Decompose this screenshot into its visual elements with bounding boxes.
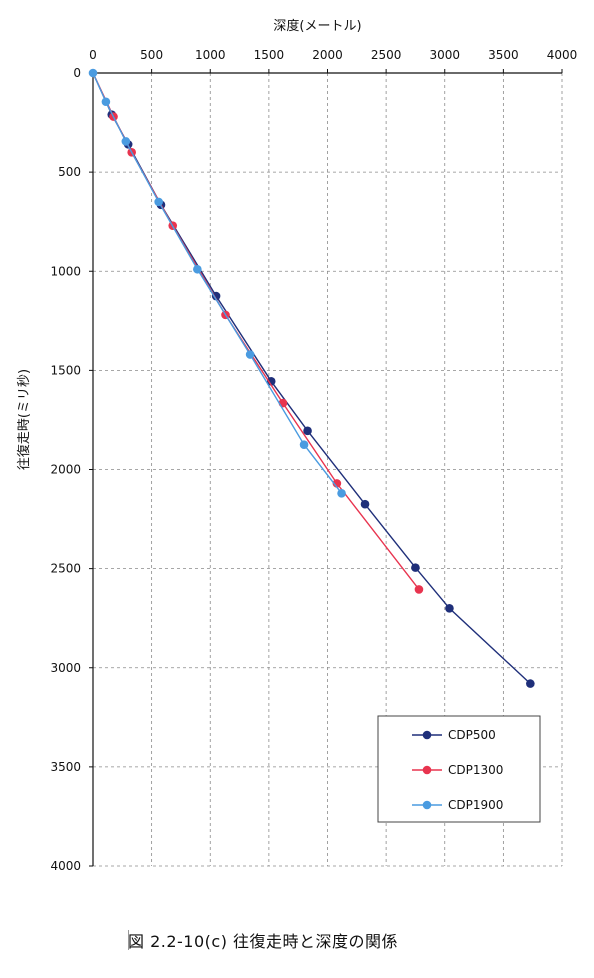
legend: CDP500 CDP1300 CDP1900 [377, 715, 541, 823]
data-point [360, 499, 370, 509]
y-tick-label: 500 [58, 165, 81, 179]
caption-divider [128, 930, 129, 950]
data-point [526, 679, 535, 688]
x-tick-label: 2000 [312, 48, 343, 62]
y-tick-label: 3500 [50, 760, 81, 774]
data-point [121, 137, 131, 146]
series-cdp1900 [88, 68, 346, 498]
y-tick-label: 1000 [50, 264, 81, 278]
data-point [414, 585, 424, 594]
chart: 0 500 1000 1500 2000 2500 3000 3500 4000 0 500 1000… [16, 18, 577, 873]
x-tick-label: 0 [89, 48, 97, 62]
x-tick-label: 3500 [488, 48, 519, 62]
series-line [92, 72, 531, 685]
y-tick-label: 3000 [50, 661, 81, 675]
legend-marker [422, 800, 432, 810]
y-axis-title: 往復走時(ミリ秒) [16, 369, 32, 470]
legend-marker [422, 765, 432, 775]
data-point [445, 603, 454, 613]
legend-marker [422, 730, 432, 740]
legend-label: CDP500 [448, 728, 496, 742]
data-point [88, 68, 98, 78]
series-layer [88, 68, 535, 688]
data-point [299, 440, 309, 450]
series-line [92, 72, 343, 494]
data-point [101, 97, 111, 107]
figure-caption: 図 2.2-10(c) 往復走時と深度の関係 [128, 932, 399, 951]
grid [93, 73, 563, 867]
x-tick-label: 4000 [547, 48, 578, 62]
data-point [193, 264, 202, 274]
data-point [245, 350, 255, 359]
legend-box [377, 715, 541, 823]
y-tick-label: 2500 [50, 562, 81, 576]
data-point [266, 376, 276, 386]
x-tick-label: 500 [140, 48, 163, 62]
series-line [92, 72, 420, 590]
x-axis-title: 深度(メートル) [273, 18, 361, 34]
x-tick-label: 2500 [371, 48, 402, 62]
y-tick-label: 2000 [50, 463, 81, 477]
y-tick-label: 0 [73, 66, 81, 80]
series-cdp500 [92, 72, 535, 688]
y-tick-label: 4000 [50, 859, 81, 873]
y-tick-label: 1500 [50, 363, 81, 377]
x-tick-label: 1000 [195, 48, 226, 62]
legend-label: CDP1900 [448, 798, 503, 812]
data-point [211, 291, 221, 301]
x-tick-label: 1500 [254, 48, 285, 62]
legend-entry: CDP1900 [412, 798, 503, 812]
legend-label: CDP1300 [448, 763, 503, 777]
legend-entry: CDP500 [412, 728, 496, 742]
data-point [154, 197, 163, 207]
data-point [411, 563, 420, 572]
x-tick-label: 3000 [429, 48, 460, 62]
data-point [337, 488, 346, 498]
legend-entry: CDP1300 [412, 763, 503, 777]
axes: 0 500 1000 1500 2000 2500 3000 3500 4000 0 500 1000… [16, 18, 577, 873]
data-point [303, 426, 312, 436]
